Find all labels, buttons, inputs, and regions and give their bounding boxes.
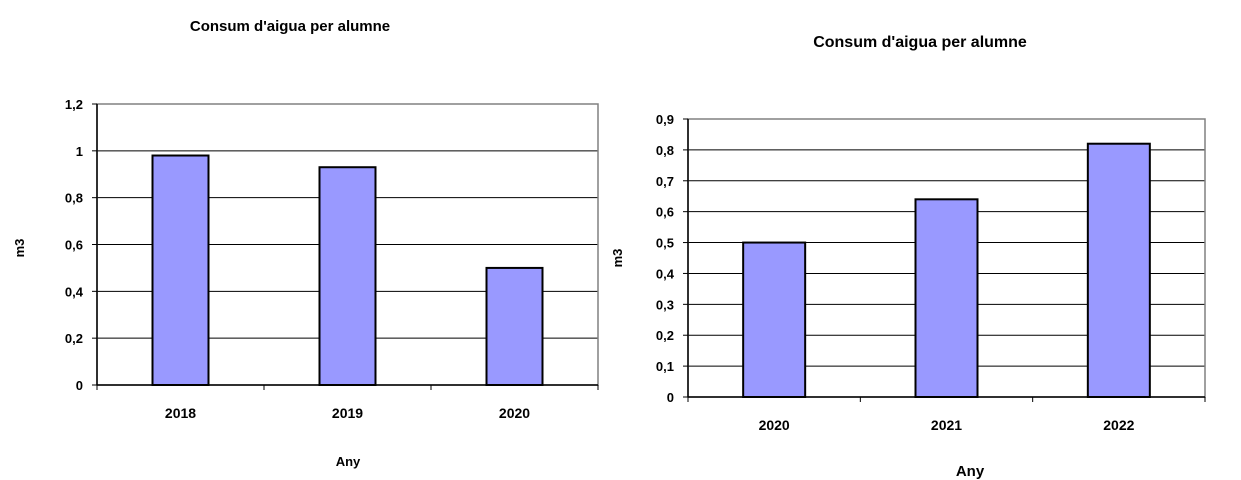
y-tick-label: 0 — [76, 378, 83, 393]
y-tick-label: 0,6 — [656, 205, 674, 220]
bar — [1086, 142, 1151, 398]
bar — [318, 166, 377, 386]
chart-title: Consum d'aigua per alumne — [190, 18, 390, 35]
chart-right-svg: Consum d'aigua per alumne m3 Any 0 0,1 0,2… — [610, 34, 1206, 480]
y-axis-label: m3 — [610, 249, 625, 268]
y-tick-label: 0,6 — [65, 238, 83, 253]
y-tick-label: 1,2 — [65, 97, 83, 112]
y-tick-label: 0,9 — [656, 112, 674, 127]
x-axis-label: Any — [956, 463, 985, 480]
y-tick-label: 0,2 — [656, 328, 674, 343]
y-tick-label: 0,3 — [656, 297, 674, 312]
y-tick-label: 0,8 — [65, 191, 83, 206]
x-tick-label: 2021 — [931, 417, 962, 433]
bar — [485, 266, 544, 386]
chart-right: Consum d'aigua per alumne m3 Any 0 0,1 0,2… — [600, 0, 1241, 480]
y-tick-label: 0,4 — [656, 266, 675, 281]
y-tick-label: 0,1 — [656, 359, 674, 374]
y-tick-label: 0,8 — [656, 143, 674, 158]
x-tick-label: 2020 — [499, 405, 530, 421]
chart-title: Consum d'aigua per alumne — [813, 34, 1027, 51]
y-tick-label: 0 — [667, 390, 674, 405]
y-axis-label: m3 — [12, 239, 27, 258]
plot-area: 0 0,2 0,4 0,6 0,8 1 1,2 2018 2019 2020 — [65, 97, 599, 421]
y-tick-label: 0,5 — [656, 236, 674, 251]
bar — [914, 198, 979, 398]
y-tick-label: 0,2 — [65, 331, 83, 346]
y-tick-label: 0,4 — [65, 284, 84, 299]
chart-left: Consum d'aigua per alumne m3 Any 0 0,2 0,4… — [0, 0, 620, 480]
bar — [151, 154, 210, 386]
y-tick-label: 0,7 — [656, 174, 674, 189]
bar — [742, 241, 807, 398]
y-tick-label: 1 — [76, 144, 83, 159]
chart-left-svg: Consum d'aigua per alumne m3 Any 0 0,2 0,4… — [12, 18, 599, 469]
x-tick-label: 2022 — [1103, 417, 1134, 433]
plot-area: 0 0,1 0,2 0,3 0,4 0,5 0,6 0,7 0,8 0,9 2020 2021 2022 — [656, 112, 1206, 433]
x-tick-label: 2018 — [165, 405, 196, 421]
x-tick-label: 2019 — [332, 405, 363, 421]
x-tick-label: 2020 — [759, 417, 790, 433]
x-axis-label: Any — [336, 454, 361, 469]
